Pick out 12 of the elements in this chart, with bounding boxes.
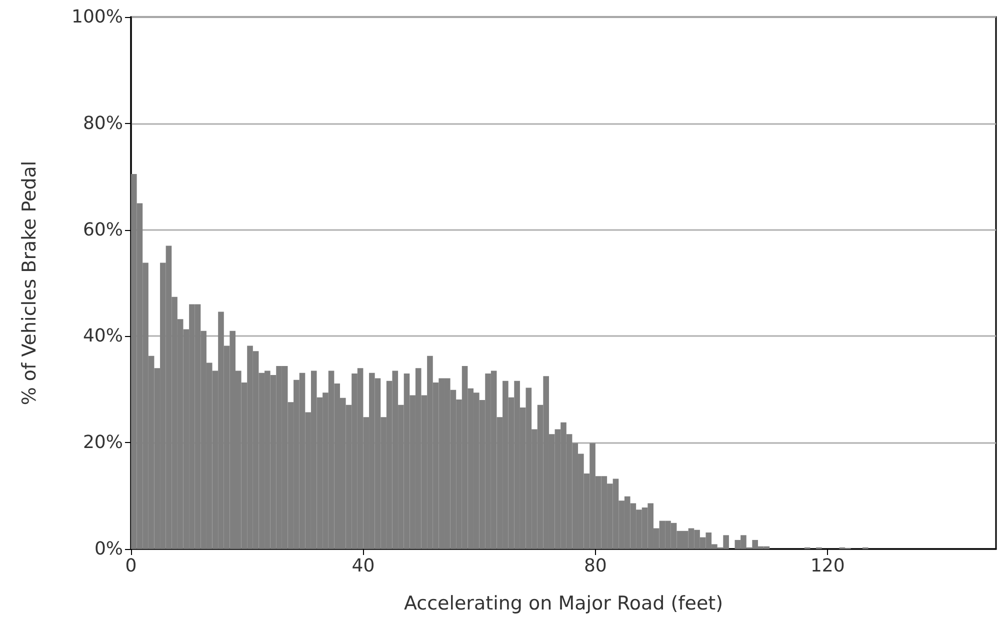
x-tick-label: 120 <box>810 556 845 576</box>
y-tick-label: 80% <box>82 112 123 134</box>
y-tick-label: 100% <box>72 6 123 28</box>
x-tick-label: 40 <box>352 556 375 576</box>
y-tick-label: 0% <box>94 538 123 560</box>
y-tick-label: 20% <box>82 432 123 454</box>
x-tick-label: 80 <box>584 556 607 576</box>
y-tick-label: 40% <box>82 326 123 347</box>
y-tick-label: 60% <box>82 219 123 240</box>
x-axis-title: Accelerating on Major Road (feet) <box>404 592 724 614</box>
y-axis-title: % of Vehicles Brake Pedal <box>18 160 40 406</box>
x-tick-label: 0 <box>125 556 137 576</box>
